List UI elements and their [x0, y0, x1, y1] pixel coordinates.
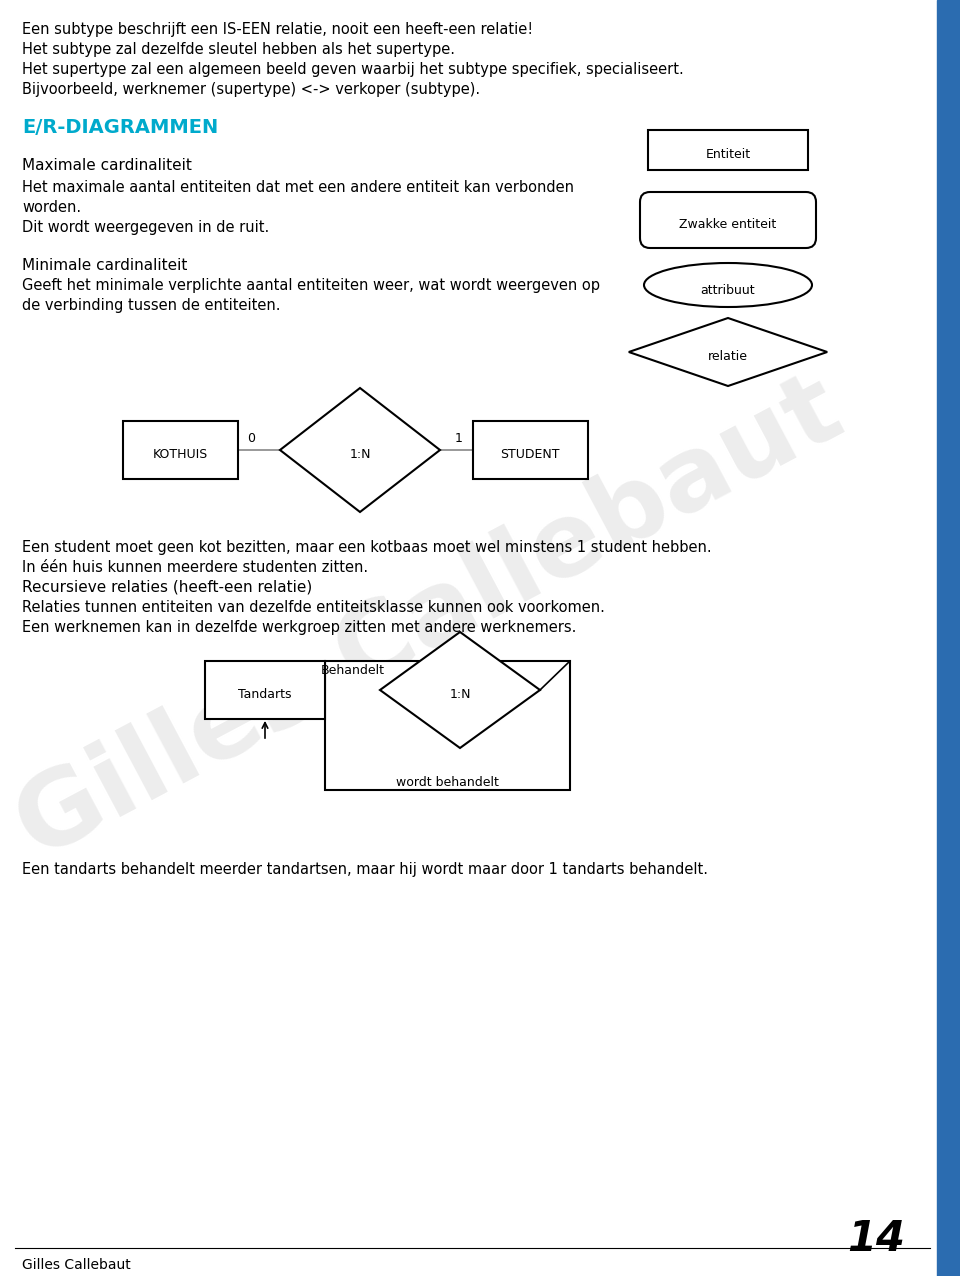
Text: Een tandarts behandelt meerder tandartsen, maar hij wordt maar door 1 tandarts b: Een tandarts behandelt meerder tandartse… — [22, 863, 708, 877]
Text: Bijvoorbeeld, werknemer (supertype) <-> verkoper (subtype).: Bijvoorbeeld, werknemer (supertype) <-> … — [22, 82, 480, 97]
Text: KOTHUIS: KOTHUIS — [153, 448, 207, 462]
Text: E/R-DIAGRAMMEN: E/R-DIAGRAMMEN — [22, 117, 218, 137]
Text: Dit wordt weergegeven in de ruit.: Dit wordt weergegeven in de ruit. — [22, 219, 269, 235]
Text: relatie: relatie — [708, 351, 748, 364]
FancyBboxPatch shape — [640, 191, 816, 248]
Text: Zwakke entiteit: Zwakke entiteit — [680, 218, 777, 231]
Text: worden.: worden. — [22, 200, 82, 214]
Text: Gilles Callebaut: Gilles Callebaut — [1, 360, 859, 880]
Text: Tandarts: Tandarts — [238, 689, 292, 702]
Text: STUDENT: STUDENT — [500, 448, 560, 462]
Text: Entiteit: Entiteit — [706, 148, 751, 162]
Bar — [648, 130, 808, 170]
Bar — [937, 0, 960, 1276]
Text: 0: 0 — [248, 431, 255, 444]
Text: wordt behandelt: wordt behandelt — [396, 776, 499, 789]
Text: Maximale cardinaliteit: Maximale cardinaliteit — [22, 158, 192, 174]
Polygon shape — [380, 632, 540, 748]
Text: Minimale cardinaliteit: Minimale cardinaliteit — [22, 258, 187, 273]
Text: Het subtype zal dezelfde sleutel hebben als het supertype.: Het subtype zal dezelfde sleutel hebben … — [22, 42, 455, 57]
Text: de verbinding tussen de entiteiten.: de verbinding tussen de entiteiten. — [22, 299, 280, 313]
Text: Het maximale aantal entiteiten dat met een andere entiteit kan verbonden: Het maximale aantal entiteiten dat met e… — [22, 180, 574, 195]
Text: 14: 14 — [847, 1219, 905, 1259]
Text: Een werknemen kan in dezelfde werkgroep zitten met andere werknemers.: Een werknemen kan in dezelfde werkgroep … — [22, 620, 576, 635]
Text: Recursieve relaties (heeft-een relatie): Recursieve relaties (heeft-een relatie) — [22, 581, 312, 595]
Text: 1:N: 1:N — [349, 448, 371, 462]
Bar — [325, 661, 570, 790]
Text: Relaties tunnen entiteiten van dezelfde entiteitsklasse kunnen ook voorkomen.: Relaties tunnen entiteiten van dezelfde … — [22, 600, 605, 615]
Text: Gilles Callebaut: Gilles Callebaut — [22, 1258, 131, 1272]
Text: Behandelt: Behandelt — [321, 664, 385, 676]
Text: 1:N: 1:N — [449, 689, 470, 702]
Polygon shape — [629, 318, 828, 387]
Text: Een student moet geen kot bezitten, maar een kotbaas moet wel minstens 1 student: Een student moet geen kot bezitten, maar… — [22, 540, 711, 555]
Text: attribuut: attribuut — [701, 283, 756, 296]
Text: Het supertype zal een algemeen beeld geven waarbij het subtype specifiek, specia: Het supertype zal een algemeen beeld gev… — [22, 63, 684, 77]
Text: Een subtype beschrijft een IS-EEN relatie, nooit een heeft-een relatie!: Een subtype beschrijft een IS-EEN relati… — [22, 22, 533, 37]
Text: In één huis kunnen meerdere studenten zitten.: In één huis kunnen meerdere studenten zi… — [22, 560, 368, 575]
Polygon shape — [280, 388, 440, 512]
Bar — [123, 421, 237, 478]
Bar — [472, 421, 588, 478]
Text: 1: 1 — [455, 431, 463, 444]
Text: Geeft het minimale verplichte aantal entiteiten weer, wat wordt weergeven op: Geeft het minimale verplichte aantal ent… — [22, 278, 600, 293]
Bar — [205, 661, 325, 718]
Ellipse shape — [644, 263, 812, 308]
